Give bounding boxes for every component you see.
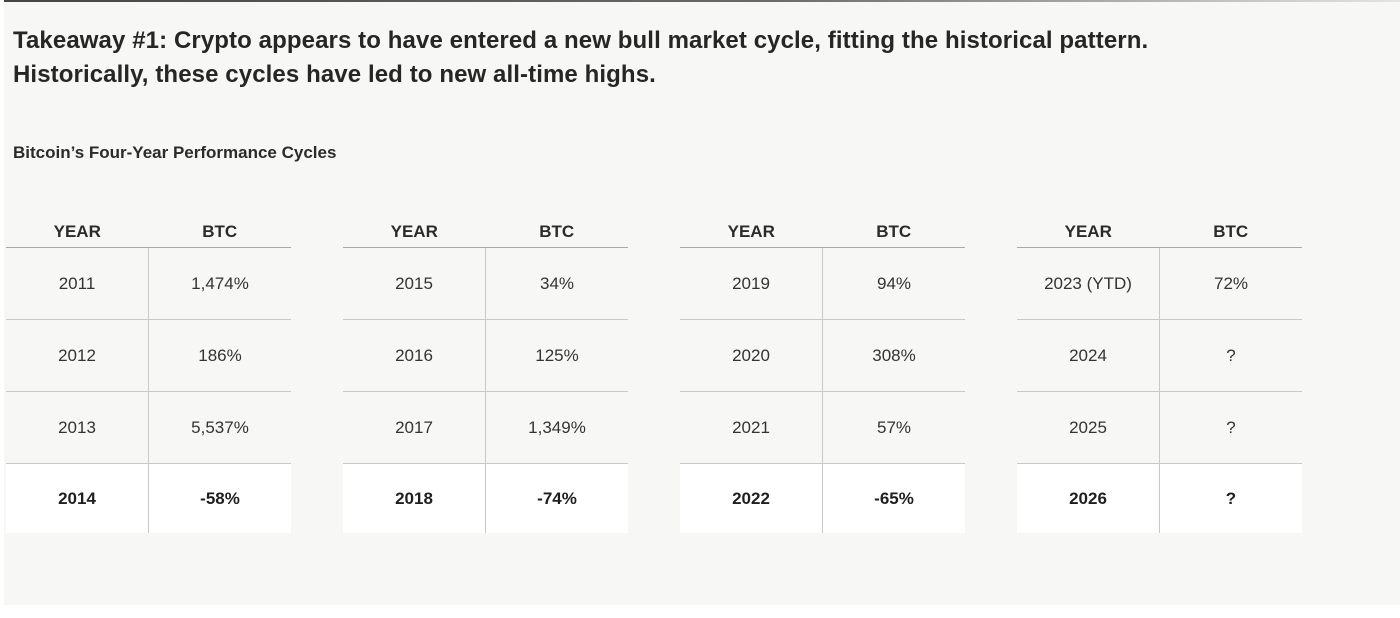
table-row: 2017 1,349% <box>343 391 628 464</box>
year-column-header: YEAR <box>6 216 149 248</box>
header-row: YEAR BTC <box>1017 216 1302 248</box>
table-row: 2019 94% <box>680 247 965 320</box>
cycle-table-2023-2026: YEAR BTC 2023 (YTD) 72% 2024 ? 2025 ? <box>1017 216 1302 533</box>
table-row: 2021 57% <box>680 391 965 464</box>
btc-cell: ? <box>1159 463 1302 533</box>
takeaway-headline: Takeaway #1: Crypto appears to have ente… <box>13 24 1148 92</box>
btc-cell: 34% <box>539 273 575 293</box>
btc-cell: -74% <box>485 463 628 533</box>
year-cell: 2024 <box>1017 319 1160 392</box>
table-row: 2013 5,537% <box>6 391 291 464</box>
table-row: 2015 34% <box>343 247 628 320</box>
table-row: 2016 125% <box>343 319 628 392</box>
btc-cell: 308% <box>822 319 965 392</box>
year-cell: 2019 <box>680 247 823 320</box>
year-column-header: YEAR <box>680 216 823 248</box>
header-row: YEAR BTC <box>680 216 965 248</box>
year-cell: 2011 <box>6 247 149 320</box>
year-cell: 2026 <box>1017 463 1160 533</box>
btc-cell: ? <box>1159 391 1302 464</box>
btc-cell: 1,474% <box>191 273 249 293</box>
table-row-highlighted: 2022 -65% <box>680 463 965 533</box>
year-cell: 2016 <box>343 319 486 392</box>
btc-cell: ? <box>1159 319 1302 392</box>
btc-cell: 1,349% <box>485 391 628 464</box>
table-row: 2023 (YTD) 72% <box>1017 247 1302 320</box>
btc-cell: 72% <box>1213 273 1249 293</box>
year-cell: 2020 <box>680 319 823 392</box>
btc-cell: 186% <box>148 319 291 392</box>
table-row: 2020 308% <box>680 319 965 392</box>
table-row: 2012 186% <box>6 319 291 392</box>
btc-column-header: BTC <box>485 216 628 248</box>
btc-cell: 125% <box>485 319 628 392</box>
year-cell: 2017 <box>343 391 486 464</box>
btc-cell: 57% <box>822 391 965 464</box>
btc-column-header: BTC <box>1159 216 1302 248</box>
header-row: YEAR BTC <box>6 216 291 248</box>
btc-cell: 5,537% <box>148 391 291 464</box>
btc-cell: -58% <box>148 463 291 533</box>
table-row: 2011 1,474% <box>6 247 291 320</box>
btc-column-header: BTC <box>148 216 291 248</box>
headline-line-2: Historically, these cycles have led to n… <box>13 61 656 88</box>
table-row: 2024 ? <box>1017 319 1302 392</box>
year-column-header: YEAR <box>1017 216 1160 248</box>
cycle-table-2011-2014: YEAR BTC 2011 1,474% 2012 186% 2013 5,53… <box>6 216 291 533</box>
year-cell: 2025 <box>1017 391 1160 464</box>
year-cell: 2018 <box>343 463 486 533</box>
header-row: YEAR BTC <box>343 216 628 248</box>
btc-column-header: BTC <box>822 216 965 248</box>
year-cell: 2023 (YTD) <box>1017 247 1160 320</box>
cycle-table-2015-2018: YEAR BTC 2015 34% 2016 125% 2017 1,349% <box>343 216 628 533</box>
year-cell: 2021 <box>680 391 823 464</box>
year-cell: 2013 <box>6 391 149 464</box>
year-cell: 2012 <box>6 319 149 392</box>
btc-cell: 94% <box>876 273 912 293</box>
cycle-table-2019-2022: YEAR BTC 2019 94% 2020 308% 2021 57% <box>680 216 965 533</box>
headline-line-1: Takeaway #1: Crypto appears to have ente… <box>13 27 1149 54</box>
year-cell: 2015 <box>343 247 486 320</box>
table-row: 2025 ? <box>1017 391 1302 464</box>
btc-cell: -65% <box>822 463 965 533</box>
top-edge-line <box>4 0 1400 2</box>
table-row-highlighted: 2018 -74% <box>343 463 628 533</box>
performance-cycle-tables: YEAR BTC 2011 1,474% 2012 186% 2013 5,53… <box>6 216 1302 533</box>
year-cell: 2022 <box>680 463 823 533</box>
year-cell: 2014 <box>6 463 149 533</box>
table-row-highlighted: 2014 -58% <box>6 463 291 533</box>
table-title: Bitcoin’s Four-Year Performance Cycles <box>13 143 337 162</box>
table-row-highlighted: 2026 ? <box>1017 463 1302 533</box>
year-column-header: YEAR <box>343 216 486 248</box>
